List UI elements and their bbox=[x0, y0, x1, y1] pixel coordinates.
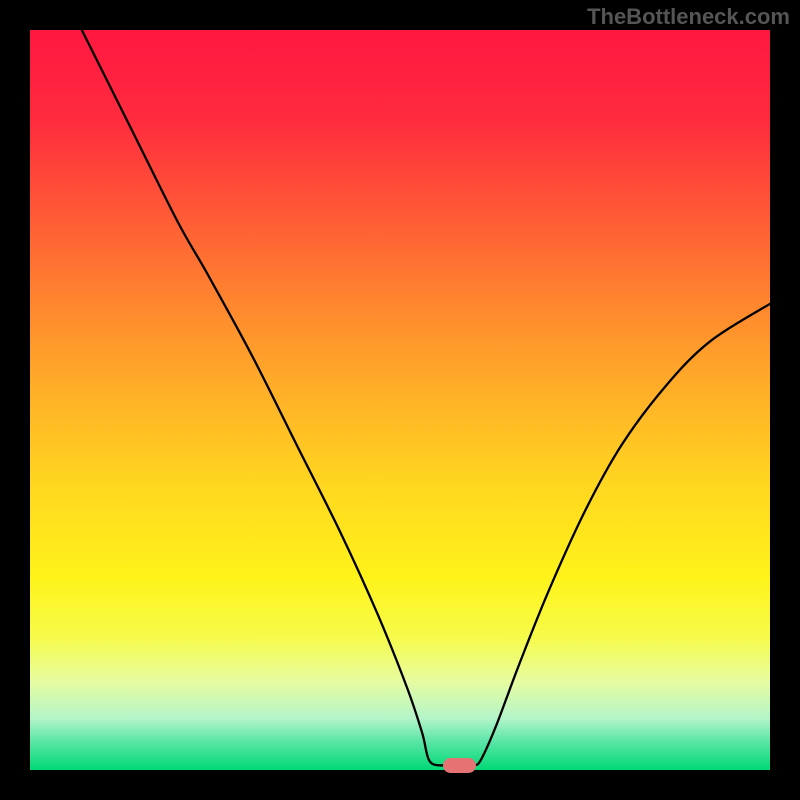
bottleneck-curve bbox=[30, 30, 770, 770]
attribution-text: TheBottleneck.com bbox=[587, 4, 790, 30]
plot-area bbox=[30, 30, 770, 770]
curve-path bbox=[82, 30, 770, 766]
optimum-marker bbox=[443, 758, 476, 773]
chart-container: TheBottleneck.com bbox=[0, 0, 800, 800]
